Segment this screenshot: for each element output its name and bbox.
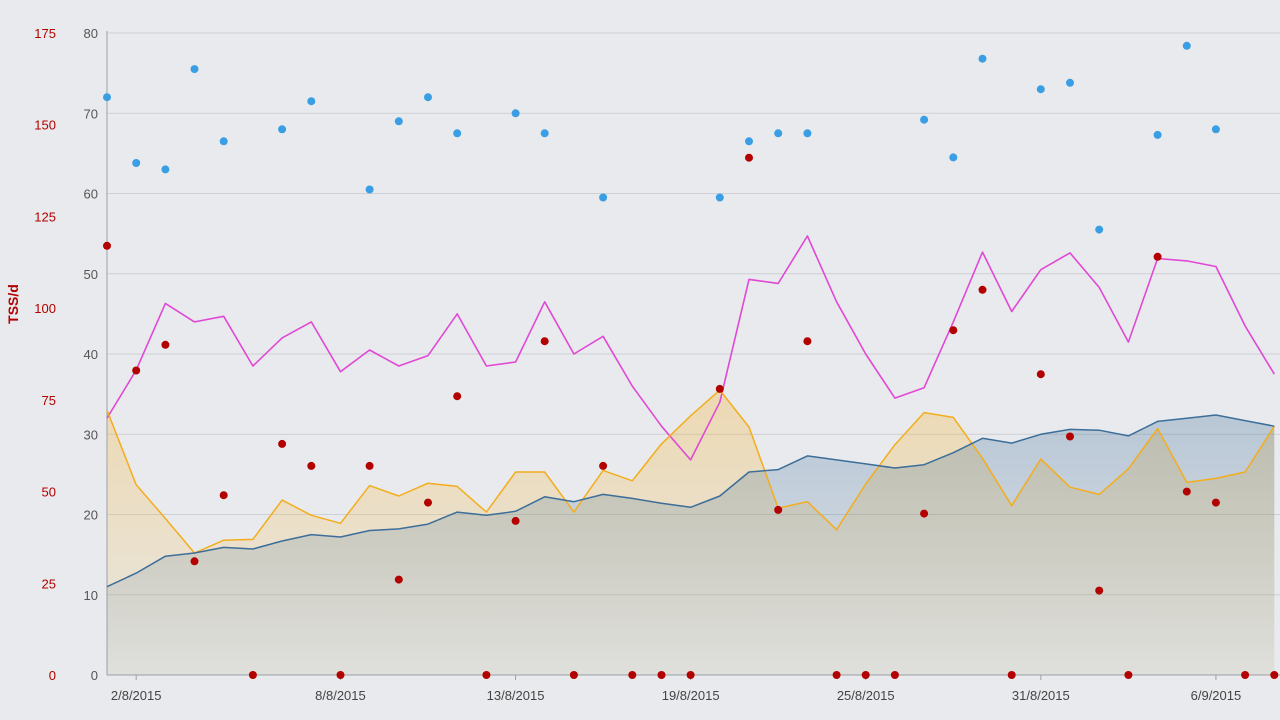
inner-y-tick-label: 60 xyxy=(84,187,98,202)
data-point xyxy=(1066,78,1074,87)
data-point xyxy=(1270,671,1279,679)
data-point xyxy=(745,137,753,146)
data-point xyxy=(861,671,870,679)
data-point xyxy=(1153,252,1162,261)
area-line xyxy=(106,389,1275,554)
data-point xyxy=(394,117,403,126)
data-point xyxy=(628,671,637,679)
data-point xyxy=(511,516,520,525)
data-point xyxy=(511,109,520,118)
data-point xyxy=(394,575,403,584)
data-point xyxy=(774,129,783,138)
inner-y-tick-label: 50 xyxy=(84,267,98,282)
area-fill xyxy=(107,415,1275,675)
x-tick-label: 31/8/2015 xyxy=(1012,688,1070,703)
data-point xyxy=(569,671,578,679)
data-point xyxy=(1182,41,1191,50)
data-point xyxy=(453,392,462,401)
data-point xyxy=(1153,130,1162,139)
x-tick-label: 8/8/2015 xyxy=(315,688,366,703)
data-point xyxy=(949,326,958,335)
data-point xyxy=(1036,370,1045,379)
inner-y-tick-label: 20 xyxy=(84,508,98,523)
data-point xyxy=(1211,498,1220,507)
data-point xyxy=(1036,85,1045,94)
data-point xyxy=(103,93,111,102)
left-y-tick-label: 150 xyxy=(34,118,56,133)
data-point xyxy=(132,366,141,375)
left-y-tick-label: 50 xyxy=(42,485,56,500)
left-y-tick-label: 25 xyxy=(42,576,56,591)
data-point xyxy=(161,340,170,349)
inner-y-tick-label: 0 xyxy=(91,668,98,683)
inner-y-tick-label: 10 xyxy=(84,588,98,603)
inner-y-tick-label: 70 xyxy=(84,106,98,121)
data-point xyxy=(161,165,170,174)
data-point xyxy=(949,153,958,162)
data-point xyxy=(424,93,432,102)
data-point xyxy=(365,461,374,470)
left-y-tick-label: 0 xyxy=(49,668,56,683)
data-point xyxy=(890,671,899,679)
left-y-tick-label: 100 xyxy=(34,301,56,316)
left-y-tick-label: 75 xyxy=(42,393,56,408)
data-point xyxy=(482,671,491,679)
data-point xyxy=(190,557,199,566)
area-line xyxy=(106,414,1275,588)
data-point xyxy=(920,509,929,518)
data-point xyxy=(978,285,987,294)
x-tick-label: 19/8/2015 xyxy=(662,688,720,703)
data-point xyxy=(832,671,841,679)
data-point xyxy=(657,671,666,679)
data-point xyxy=(219,137,228,146)
inner-y-tick-label: 30 xyxy=(84,427,98,442)
data-point xyxy=(745,153,753,162)
left-y-tick-label: 175 xyxy=(34,26,56,41)
data-point xyxy=(336,671,345,679)
inner-y-tick-label: 40 xyxy=(84,347,98,362)
data-point xyxy=(1095,586,1104,595)
data-point xyxy=(278,439,287,448)
x-tick-label: 6/9/2015 xyxy=(1191,688,1242,703)
data-point xyxy=(1095,225,1104,234)
data-point xyxy=(190,65,199,74)
data-point xyxy=(424,498,432,507)
data-point xyxy=(774,505,783,514)
data-point xyxy=(248,671,257,679)
data-point xyxy=(132,159,141,167)
left-y-axis-title: TSS/d xyxy=(5,284,21,324)
data-point xyxy=(686,671,695,679)
data-point xyxy=(715,193,724,202)
data-point xyxy=(1007,671,1016,679)
data-point xyxy=(803,129,812,138)
x-tick-label: 2/8/2015 xyxy=(111,688,162,703)
data-point xyxy=(715,384,724,393)
data-point xyxy=(920,115,929,124)
data-point xyxy=(540,337,549,346)
data-point xyxy=(599,193,608,202)
x-tick-label: 13/8/2015 xyxy=(487,688,545,703)
data-point xyxy=(1066,432,1074,441)
data-point xyxy=(803,337,812,346)
data-point xyxy=(365,185,374,194)
data-point xyxy=(307,97,316,106)
inner-y-tick-label: 80 xyxy=(84,26,98,41)
data-point xyxy=(599,461,608,470)
data-point xyxy=(307,461,316,470)
data-point xyxy=(1182,487,1191,496)
data-point xyxy=(1241,671,1250,679)
left-y-tick-label: 125 xyxy=(34,209,56,224)
data-point xyxy=(978,54,987,63)
data-point xyxy=(278,125,287,134)
data-point xyxy=(453,129,462,138)
x-tick-label: 25/8/2015 xyxy=(837,688,895,703)
data-point xyxy=(1211,125,1220,134)
data-point xyxy=(103,241,111,250)
data-point xyxy=(219,491,228,500)
data-point xyxy=(1124,671,1133,679)
series-line xyxy=(106,235,1275,461)
data-point xyxy=(540,129,549,138)
